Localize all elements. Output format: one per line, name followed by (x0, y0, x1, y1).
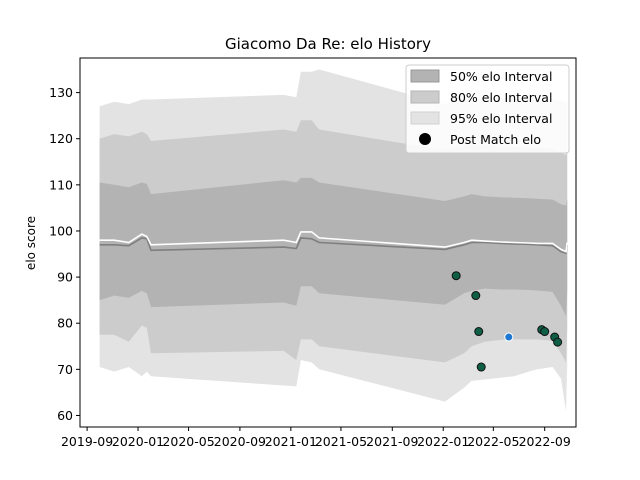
x-tick-label: 2021-09 (366, 434, 418, 449)
x-tick-label: 2022-01 (417, 434, 469, 449)
y-tick-label: 110 (49, 177, 73, 192)
x-tick-label: 2021-01 (265, 434, 317, 449)
legend-marker-point (419, 133, 431, 145)
x-tick-label: 2020-05 (162, 434, 214, 449)
post-match-point (471, 291, 481, 301)
post-match-points (451, 271, 563, 372)
chart-title: Giacomo Da Re: elo History (225, 35, 431, 53)
y-axis-label: elo score (24, 216, 38, 270)
y-tick-label: 120 (49, 131, 73, 146)
x-tick-label: 2022-05 (467, 434, 519, 449)
band-50-interval (99, 177, 568, 317)
x-tick-label: 2021-05 (315, 434, 367, 449)
post-match-point (476, 362, 486, 372)
y-tick-label: 70 (57, 362, 73, 377)
plot-frame (79, 57, 577, 428)
legend-swatch-80 (410, 90, 440, 104)
y-axis-ticks: 60 70 80 90 100 110 120 130 (49, 85, 80, 423)
x-tick-label: 2022-09 (519, 434, 571, 449)
y-tick-label: 100 (49, 223, 73, 238)
elo-lines (99, 231, 568, 255)
post-match-point-highlight (504, 332, 514, 342)
legend-label-points: Post Match elo (450, 132, 541, 147)
mean-elo-line (99, 237, 568, 255)
legend: 50% elo Interval 80% elo Interval 95% el… (405, 64, 570, 154)
x-tick-label: 2020-09 (214, 434, 266, 449)
x-tick-label: 2020-01 (112, 434, 164, 449)
legend-swatch-95 (410, 111, 440, 125)
legend-swatch-50 (410, 69, 440, 83)
y-tick-label: 80 (57, 316, 73, 331)
legend-label-50: 50% elo Interval (450, 69, 552, 84)
legend-box (405, 64, 570, 154)
post-match-point (540, 327, 550, 337)
legend-label-95: 95% elo Interval (450, 111, 552, 126)
post-match-point (553, 337, 563, 347)
x-tick-label: 2019-09 (61, 434, 113, 449)
post-match-point (451, 271, 461, 281)
interval-bands (99, 69, 568, 411)
y-tick-label: 130 (49, 85, 73, 100)
legend-label-80: 80% elo Interval (450, 90, 552, 105)
y-tick-label: 60 (57, 408, 73, 423)
y-tick-label: 90 (57, 270, 73, 285)
elo-estimate-line (99, 231, 568, 253)
post-match-point (474, 327, 484, 337)
